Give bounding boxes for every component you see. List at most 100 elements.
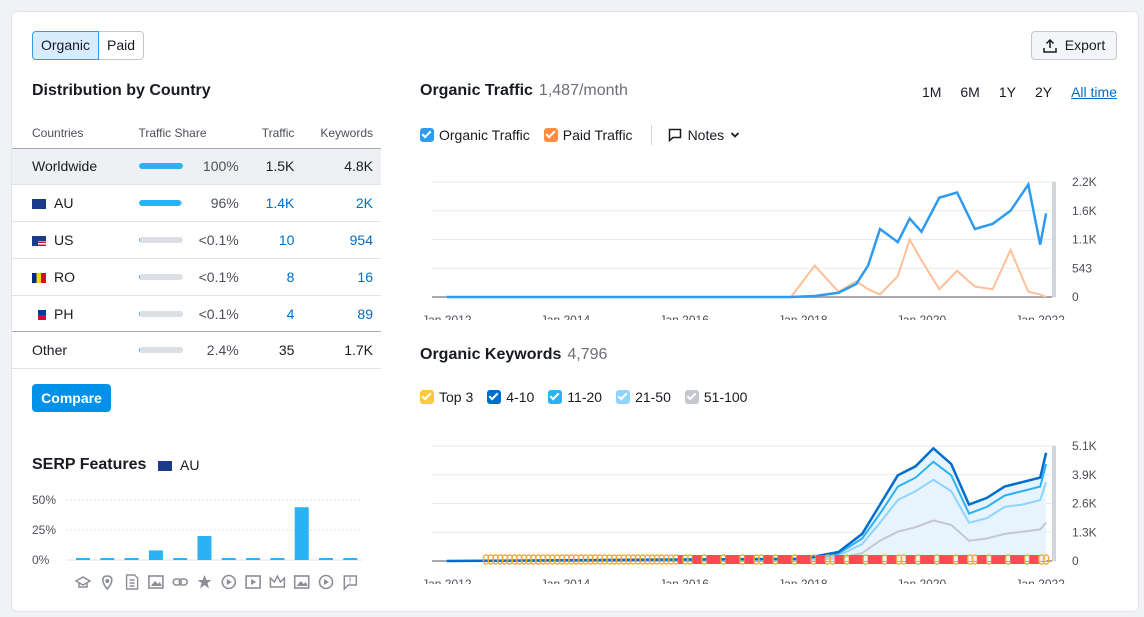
keywords-cell: 1.7K <box>302 331 381 370</box>
serp-bar <box>343 558 358 560</box>
update-marker <box>981 555 987 564</box>
ro-flag-icon <box>32 272 46 283</box>
keywords-cell[interactable]: 954 <box>302 221 381 259</box>
traffic-cell: 35 <box>246 331 303 370</box>
organic-traffic-line <box>446 181 1048 299</box>
table-header-row: Countries Traffic Share Traffic Keywords <box>12 118 381 149</box>
update-marker <box>777 555 783 564</box>
checkbox-icon <box>684 390 699 404</box>
country-cell: AU <box>12 184 119 223</box>
table-row[interactable]: Other 2.4% 35 1.7K <box>12 331 381 370</box>
export-button[interactable]: Export <box>1031 31 1117 60</box>
notes-dropdown[interactable]: Notes <box>668 127 741 143</box>
checkbox-icon <box>616 390 631 404</box>
share-value: <0.1% <box>198 305 239 322</box>
country-distribution-table: Countries Traffic Share Traffic Keywords… <box>12 118 381 370</box>
update-marker <box>834 555 840 564</box>
paid-toggle-button[interactable]: Paid <box>99 31 145 60</box>
update-marker <box>939 555 945 564</box>
x-tick-label: Jan 2022 <box>1016 313 1066 320</box>
star-icon <box>197 575 212 589</box>
update-marker <box>1019 555 1025 564</box>
keywords-line-51-100 <box>446 519 1047 562</box>
video-icon <box>221 574 237 590</box>
y-tick-label: 2.2K <box>1072 175 1097 189</box>
checkbox-icon <box>487 390 502 404</box>
legend-11-20[interactable]: 11-20 <box>548 389 602 405</box>
table-row[interactable]: AU 96% 1.4K 2K <box>12 184 381 223</box>
legend-organic-traffic[interactable]: Organic Traffic <box>420 127 530 143</box>
share-bar <box>138 310 183 317</box>
country-cell: PH <box>12 295 119 333</box>
share-value: 100% <box>202 158 239 175</box>
traffic-cell[interactable]: 4 <box>246 295 303 333</box>
serp-bar <box>76 558 90 560</box>
period-1y[interactable]: 1Y <box>998 84 1016 100</box>
share-bar <box>138 236 183 243</box>
legend-paid-traffic[interactable]: Paid Traffic <box>543 127 633 143</box>
table-row[interactable]: US <0.1% 10 954 <box>12 221 381 259</box>
y-tick-label: 1.1K <box>1072 233 1097 247</box>
share-cell: 96% <box>118 184 247 223</box>
serp-bar <box>148 550 163 560</box>
traffic-cell: 1.5K <box>246 148 303 186</box>
update-marker <box>1010 555 1016 564</box>
organic-keywords-value: 4,796 <box>567 346 608 363</box>
organic-toggle-button[interactable]: Organic <box>32 31 100 60</box>
legend-label: Top 3 <box>439 389 474 405</box>
serp-bar <box>100 558 115 560</box>
share-value: 2.4% <box>206 342 239 359</box>
legend-4-10[interactable]: 4-10 <box>487 389 534 405</box>
keywords-line-4-10 <box>446 446 1048 563</box>
period-selector: 1M 6M 1Y 2Y All time <box>922 84 1117 100</box>
period-6m[interactable]: 6M <box>960 84 980 100</box>
graduation-cap-icon <box>74 576 92 588</box>
serp-bar <box>294 507 309 560</box>
update-marker <box>820 555 826 564</box>
organic-keywords-chart: 5.1K 3.9K 2.6K 1.3K 0 Jan 2012 Jan 2014 Jan 201… <box>422 439 1097 584</box>
update-marker <box>877 555 883 564</box>
image-icon <box>293 575 310 589</box>
keywords-cell[interactable]: 2K <box>302 184 381 223</box>
paid-traffic-line <box>446 237 1047 298</box>
compare-button[interactable]: Compare <box>32 384 111 412</box>
image-pack-icon <box>148 575 164 589</box>
update-marker <box>725 555 731 564</box>
table-row[interactable]: Worldwide 100% 1.5K 4.8K <box>12 148 381 186</box>
update-marker <box>886 555 892 564</box>
organic-traffic-heading: Organic Traffic 1,487/month <box>420 82 628 100</box>
table-row[interactable]: PH <0.1% 4 89 <box>12 295 381 333</box>
x-tick-label: Jan 2012 <box>422 577 472 584</box>
checkbox-icon <box>420 128 434 142</box>
update-marker <box>920 555 926 564</box>
x-tick-label: Jan 2012 <box>422 313 472 320</box>
update-marker <box>749 555 755 564</box>
keywords-cell[interactable]: 16 <box>302 258 381 296</box>
serp-bar <box>173 558 188 560</box>
country-name: Worldwide <box>32 158 98 175</box>
share-cell: 2.4% <box>118 331 247 370</box>
country-cell: RO <box>12 258 119 296</box>
traffic-cell[interactable]: 1.4K <box>246 184 303 223</box>
update-marker <box>782 555 788 564</box>
traffic-cell[interactable]: 10 <box>246 221 303 259</box>
country-name: PH <box>54 305 74 322</box>
update-marker <box>943 555 949 564</box>
serp-bar <box>246 558 261 560</box>
checkbox-icon <box>543 128 558 142</box>
traffic-legend: Organic Traffic Paid Traffic Notes <box>420 125 740 145</box>
legend-top-3[interactable]: Top 3 <box>420 389 473 405</box>
period-2y[interactable]: 2Y <box>1034 84 1053 100</box>
legend-21-50[interactable]: 21-50 <box>616 389 671 405</box>
traffic-cell[interactable]: 8 <box>246 258 303 296</box>
x-tick-label: Jan 2018 <box>778 577 828 584</box>
keywords-cell[interactable]: 89 <box>302 295 381 333</box>
serp-country-label: AU <box>180 457 200 473</box>
update-marker <box>962 555 968 564</box>
col-keywords: Keywords <box>302 118 381 149</box>
table-row[interactable]: RO <0.1% 8 16 <box>12 258 381 296</box>
legend-label: 21-50 <box>635 389 671 405</box>
period-all-time[interactable]: All time <box>1071 84 1117 100</box>
period-1m[interactable]: 1M <box>921 84 942 100</box>
legend-51-100[interactable]: 51-100 <box>684 389 747 405</box>
